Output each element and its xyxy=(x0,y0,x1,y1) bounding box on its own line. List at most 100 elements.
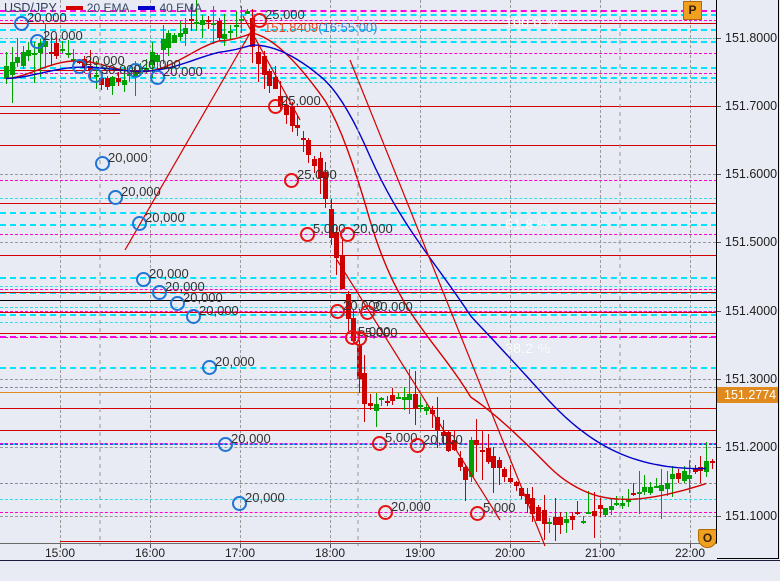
legend-item-20ema: 20 EMA xyxy=(65,1,130,15)
time-tick-mark xyxy=(330,544,331,548)
price-level-line xyxy=(0,202,716,204)
price-level-line xyxy=(0,321,716,323)
price-level-line xyxy=(0,291,716,293)
current-price-badge: 151.2774 xyxy=(717,386,778,403)
order-quantity-label: 20,000 xyxy=(199,303,239,319)
grid-line-horizontal xyxy=(0,447,716,449)
price-level-line xyxy=(0,37,716,39)
order-quantity-label: 20,000 xyxy=(215,353,255,369)
legend-label-40ema: 40 EMA xyxy=(159,1,203,15)
time-tick: 22:00 xyxy=(674,546,706,560)
fib-level-label: 100.0 % xyxy=(505,14,559,31)
peak-annotation: 151.8409(16:55:00) xyxy=(264,20,378,35)
symbol-label: USD/JPY xyxy=(4,1,57,15)
price-tick: 151.8000 xyxy=(725,30,778,45)
time-tick-mark xyxy=(240,544,241,548)
ema-40-line xyxy=(5,44,707,470)
price-level-line xyxy=(0,443,716,445)
time-tick: 18:00 xyxy=(314,546,346,560)
price-level-line xyxy=(0,277,716,280)
price-level-line xyxy=(0,179,716,181)
price-tick: 151.2000 xyxy=(725,440,778,455)
order-quantity-label: 5,000 xyxy=(365,325,398,341)
price-level-line xyxy=(0,10,716,13)
price-level-line xyxy=(0,254,716,256)
time-tick-mark xyxy=(420,544,421,548)
price-tick-mark xyxy=(717,447,721,449)
price-tick-mark xyxy=(717,379,721,381)
price-level-line xyxy=(0,314,716,317)
time-tick-mark xyxy=(600,544,601,548)
price-level-line xyxy=(0,105,716,107)
price-tick-mark xyxy=(717,37,721,39)
grid-line-horizontal xyxy=(0,515,716,517)
price-level-line xyxy=(0,288,716,290)
time-tick: 19:00 xyxy=(404,546,436,560)
price-tick: 151.6000 xyxy=(725,167,778,182)
legend-label-20ema: 20 EMA xyxy=(86,1,130,15)
time-tick: 21:00 xyxy=(584,546,616,560)
price-level-line xyxy=(0,511,716,513)
time-tick: 17:00 xyxy=(224,546,256,560)
open-order-flag[interactable]: O xyxy=(698,529,716,548)
time-tick-mark xyxy=(510,544,511,548)
price-level-line xyxy=(60,540,540,542)
price-level-line xyxy=(0,211,716,214)
time-tick: 15:00 xyxy=(44,546,76,560)
legend-swatch-40ema xyxy=(138,6,156,10)
pending-order-flag[interactable]: P xyxy=(683,1,702,20)
order-quantity-label: 20,000 xyxy=(27,9,67,25)
order-quantity-label: 30,000 xyxy=(101,62,141,78)
fib-level-label: 61.8 % xyxy=(505,215,551,232)
time-tick-mark xyxy=(690,544,691,548)
price-tick-mark xyxy=(717,105,721,107)
price-level-line xyxy=(0,407,716,409)
price-tick-mark xyxy=(717,174,721,176)
price-tick-mark xyxy=(717,515,721,517)
time-tick-mark xyxy=(60,544,61,548)
price-tick-mark xyxy=(717,242,721,244)
order-quantity-label: 20,000 xyxy=(245,490,285,506)
price-tick: 151.5000 xyxy=(725,235,778,250)
price-level-line xyxy=(0,112,120,114)
order-quantity-label: 20,000 xyxy=(423,431,463,447)
time-tick-mark xyxy=(150,544,151,548)
peak-time: (16:55:00) xyxy=(318,20,378,35)
price-level-line xyxy=(0,498,716,500)
price-level-line xyxy=(0,145,716,147)
price-tick: 151.1000 xyxy=(725,508,778,523)
order-quantity-label: 20,000 xyxy=(373,299,413,315)
order-quantity-label: 20,000 xyxy=(231,430,271,446)
peak-price: 151.8409 xyxy=(264,20,319,35)
order-quantity-label: 20,000 xyxy=(353,221,393,237)
price-level-line xyxy=(0,430,716,432)
price-tick: 151.3000 xyxy=(725,372,778,387)
legend-item-40ema: 40 EMA xyxy=(138,1,202,15)
order-ring-icon xyxy=(14,15,29,31)
fib-level-label: 38.2 % xyxy=(505,340,551,357)
order-quantity-label: 20,000 xyxy=(108,150,148,166)
order-quantity-label: 25,000 xyxy=(281,92,321,108)
price-tick: 151.4000 xyxy=(725,303,778,318)
grid-line-horizontal xyxy=(0,174,716,176)
price-tick: 151.7000 xyxy=(725,98,778,113)
chart-plot-area[interactable]: USD/JPY 20 EMA 40 EMA 100.0 % 61.8 % 38.2 … xyxy=(0,0,717,559)
time-axis[interactable]: 15:00 16:00 17:00 18:00 19:00 20:00 21:00 22:00 xyxy=(0,543,717,560)
time-tick: 16:00 xyxy=(134,546,166,560)
order-quantity-label: 20,000 xyxy=(163,64,203,80)
order-quantity-label: 25,000 xyxy=(297,166,337,182)
time-tick: 20:00 xyxy=(494,546,526,560)
order-quantity-label: 20,000 xyxy=(391,498,431,514)
price-tick-mark xyxy=(717,310,721,312)
price-level-line xyxy=(0,40,716,43)
price-axis[interactable]: 151.8000 151.7000 151.6000 151.5000 151.4000… xyxy=(717,0,779,559)
order-quantity-label: 5,000 xyxy=(483,499,516,515)
price-level-line xyxy=(0,285,716,287)
order-quantity-label: 20,000 xyxy=(43,27,83,43)
grid-line-horizontal xyxy=(0,242,716,244)
secondary-indicator-panel[interactable] xyxy=(0,560,780,581)
chart-legend: USD/JPY 20 EMA 40 EMA xyxy=(4,1,202,15)
legend-swatch-20ema xyxy=(65,6,83,10)
order-quantity-label: 20,000 xyxy=(121,184,161,200)
